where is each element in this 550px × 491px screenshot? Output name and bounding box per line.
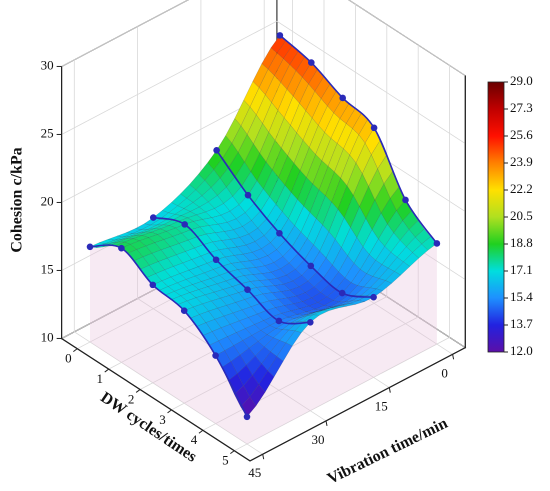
data-point [149,281,157,289]
z-axis-title: Cohesion c/kPa [9,147,26,252]
colorbar-tick-label: 12.0 [510,343,533,358]
data-point [213,146,220,154]
x-tick-label: 5 [222,453,229,468]
x-tick [230,450,235,455]
surface [89,35,438,418]
colorbar-tick-label: 23.9 [510,154,533,169]
y-tick [325,420,328,426]
z-tick-label: 25 [41,125,54,140]
colorbar-tick-label: 18.8 [510,235,533,250]
x-tick-label: 1 [96,371,103,386]
x-tick [135,389,141,393]
side-curtain [247,243,437,444]
x-tick [198,429,204,434]
data-point [212,256,220,264]
data-point [307,319,314,326]
front-curtain [90,245,247,444]
data-point [180,307,188,315]
data-point [307,262,315,270]
colorbar-tick-label: 13.7 [510,316,533,331]
x-tick [104,368,110,373]
x-tick-label: 3 [159,412,166,427]
y-tick [452,354,455,360]
data-point [433,240,441,247]
y-tick-label: 45 [248,465,261,480]
colorbar-tick-label: 17.1 [510,262,533,277]
colorbar-tick-label: 22.2 [510,181,533,196]
data-point [338,289,346,297]
data-point [275,317,283,325]
z-tick-label: 15 [41,261,54,276]
y-tick-label: 0 [441,365,448,380]
data-point [370,293,377,301]
y-tick-label: 30 [312,432,325,447]
colorbar-tick-label: 20.5 [510,208,533,223]
y-tick [262,454,265,460]
x-tick [73,348,78,353]
colorbar-tick-label: 25.6 [510,127,533,142]
data-point [276,229,283,237]
data-point [150,214,157,221]
box-edge [60,66,466,462]
data-point [244,191,252,199]
y-tick-label: 15 [375,399,388,414]
data-point [308,59,315,66]
grid-line [234,65,451,452]
grid-line [61,20,466,144]
data-point [244,286,251,293]
data-point [212,352,219,359]
data-point [86,243,94,251]
colorbar [487,81,505,353]
data-point [276,32,284,39]
grid-line [202,45,419,431]
grid-line [61,0,466,76]
data-point [243,413,251,421]
z-tick-label: 30 [41,57,54,72]
data-point [402,196,409,204]
x-tick-label: 0 [65,351,72,366]
colorbar-tick-label: 27.3 [510,100,533,115]
y-axis-title: Vibration time/min [325,415,451,488]
colorbar-tick-label: 29.0 [510,73,533,88]
data-point [181,221,188,228]
data-point [118,244,125,252]
grid-line [73,59,263,455]
x-tick [167,409,172,414]
x-tick-label: 4 [191,432,198,447]
y-tick [388,387,391,393]
z-tick-label: 20 [41,193,54,208]
colorbar-tick-label: 15.4 [510,289,533,304]
data-point [370,124,378,132]
data-point [339,94,347,102]
x-tick-label: 2 [128,391,135,406]
z-tick-label: 10 [41,329,54,344]
